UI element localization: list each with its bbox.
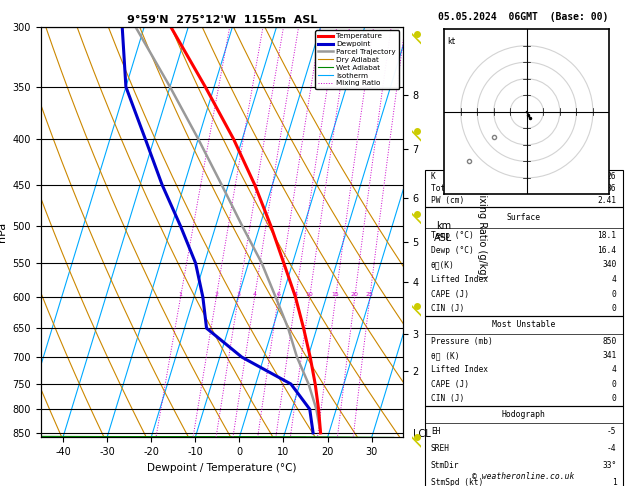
Text: 3: 3 [237, 292, 240, 297]
Text: 4: 4 [253, 292, 257, 297]
Text: LCL: LCL [413, 429, 431, 439]
Text: Totals Totals: Totals Totals [431, 184, 493, 193]
Text: 0: 0 [611, 290, 616, 298]
Text: CIN (J): CIN (J) [431, 304, 464, 313]
Text: 18.1: 18.1 [598, 231, 616, 240]
Text: PW (cm): PW (cm) [431, 196, 464, 205]
Text: Dewp (°C): Dewp (°C) [431, 246, 474, 255]
Text: 26: 26 [607, 172, 616, 181]
Y-axis label: km
ASL: km ASL [435, 221, 453, 243]
Text: Lifted Index: Lifted Index [431, 275, 488, 284]
Text: 340: 340 [602, 260, 616, 269]
Text: 33°: 33° [602, 461, 616, 470]
Text: 2: 2 [214, 292, 218, 297]
Text: 25: 25 [366, 292, 374, 297]
Text: StmDir: StmDir [431, 461, 459, 470]
Bar [425, 207, 623, 316]
Text: EH: EH [431, 427, 440, 436]
Text: 20: 20 [351, 292, 359, 297]
Legend: Temperature, Dewpoint, Parcel Trajectory, Dry Adiabat, Wet Adiabat, Isotherm, Mi: Temperature, Dewpoint, Parcel Trajectory… [316, 30, 399, 89]
Text: 341: 341 [602, 351, 616, 360]
Text: θᴇ(K): θᴇ(K) [431, 260, 455, 269]
Text: 0: 0 [611, 394, 616, 403]
Bar [425, 406, 623, 486]
Text: Temp (°C): Temp (°C) [431, 231, 474, 240]
Text: 6: 6 [276, 292, 281, 297]
Text: Lifted Index: Lifted Index [431, 365, 488, 374]
Text: © weatheronline.co.uk: © weatheronline.co.uk [472, 472, 575, 481]
Text: 850: 850 [602, 337, 616, 346]
Text: CIN (J): CIN (J) [431, 394, 464, 403]
Text: Mixing Ratio (g/kg): Mixing Ratio (g/kg) [477, 186, 487, 278]
Text: K: K [431, 172, 436, 181]
Text: 4: 4 [611, 275, 616, 284]
Text: 0: 0 [611, 304, 616, 313]
Text: θᴇ (K): θᴇ (K) [431, 351, 459, 360]
Text: Pressure (mb): Pressure (mb) [431, 337, 493, 346]
Text: 36: 36 [607, 184, 616, 193]
Title: 9°59'N  275°12'W  1155m  ASL: 9°59'N 275°12'W 1155m ASL [126, 15, 317, 25]
Text: CAPE (J): CAPE (J) [431, 380, 469, 389]
Text: 10: 10 [306, 292, 314, 297]
Text: -4: -4 [607, 444, 616, 453]
X-axis label: Dewpoint / Temperature (°C): Dewpoint / Temperature (°C) [147, 463, 296, 473]
Text: 0: 0 [611, 380, 616, 389]
Bar [425, 170, 623, 207]
Text: CAPE (J): CAPE (J) [431, 290, 469, 298]
Text: 8: 8 [294, 292, 298, 297]
Text: 1: 1 [611, 478, 616, 486]
Text: 1: 1 [179, 292, 182, 297]
Text: 15: 15 [332, 292, 340, 297]
Text: Most Unstable: Most Unstable [492, 320, 555, 330]
Text: kt: kt [447, 37, 455, 47]
Text: SREH: SREH [431, 444, 450, 453]
Text: Surface: Surface [506, 213, 541, 222]
Text: StmSpd (kt): StmSpd (kt) [431, 478, 483, 486]
Text: 4: 4 [611, 365, 616, 374]
Text: 2.41: 2.41 [598, 196, 616, 205]
Text: 05.05.2024  06GMT  (Base: 00): 05.05.2024 06GMT (Base: 00) [438, 12, 609, 22]
Y-axis label: hPa: hPa [0, 222, 7, 242]
Text: Hodograph: Hodograph [502, 410, 545, 419]
Bar [425, 316, 623, 406]
Text: -5: -5 [607, 427, 616, 436]
Text: 16.4: 16.4 [598, 246, 616, 255]
